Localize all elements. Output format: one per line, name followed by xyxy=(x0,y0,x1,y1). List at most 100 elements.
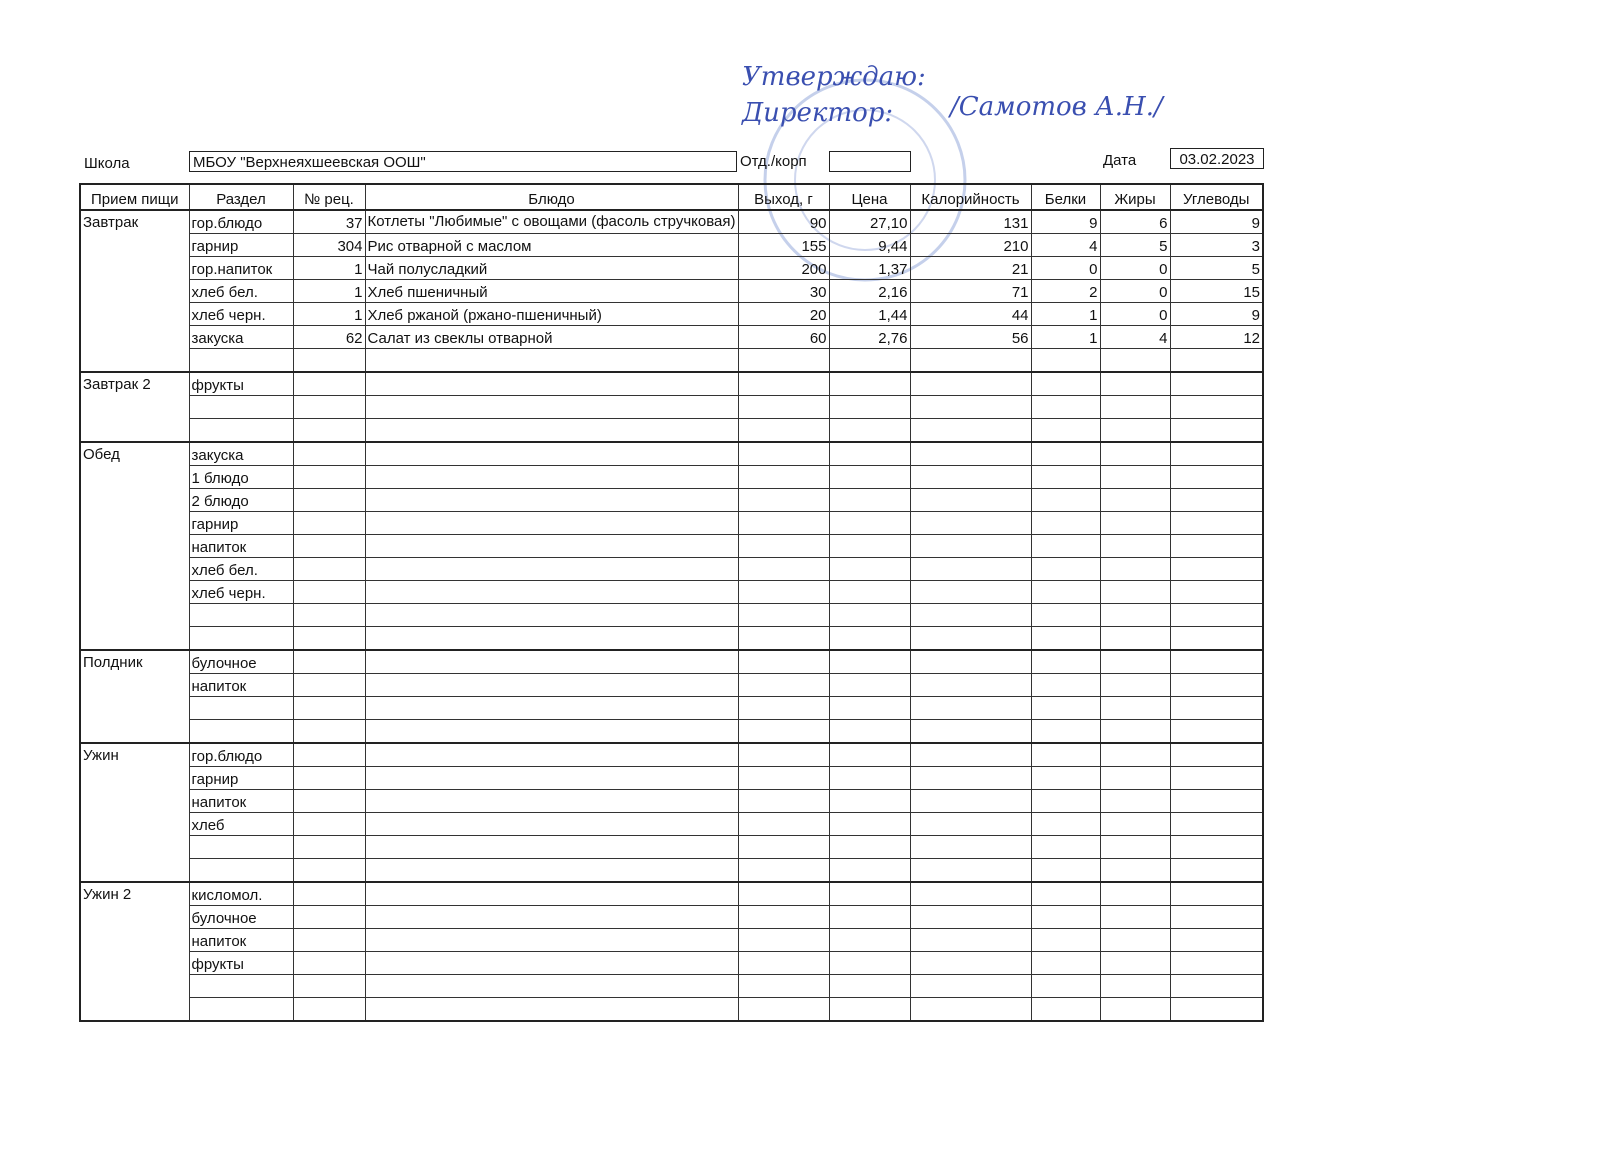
cell xyxy=(1169,928,1264,952)
cell xyxy=(364,997,739,1022)
column-header: Раздел xyxy=(188,183,294,211)
cell xyxy=(1099,626,1171,651)
cell: 4 xyxy=(1099,325,1171,349)
cell xyxy=(1169,580,1264,604)
cell xyxy=(1169,557,1264,581)
cell: 1 xyxy=(1030,302,1101,326)
cell xyxy=(828,766,911,790)
dept-field xyxy=(829,151,911,172)
approval-line: Утверждаю: xyxy=(742,62,926,92)
cell: 12 xyxy=(1169,325,1264,349)
cell xyxy=(364,905,739,929)
cell xyxy=(909,974,1032,998)
cell xyxy=(828,951,911,975)
cell xyxy=(292,812,366,836)
cell xyxy=(1169,649,1264,674)
meal-group: Ужин гор.блюдо гарнир напиток хлеб xyxy=(79,742,1264,883)
cell xyxy=(1099,928,1171,952)
menu-row: хлеб бел. 1 Хлеб пшеничный 30 2,16 71 2 0 15 xyxy=(80,279,1264,303)
cell xyxy=(737,766,830,790)
menu-row: Завтрак 2 фрукты xyxy=(79,371,1264,443)
cell xyxy=(188,835,294,859)
column-header: Прием пищи xyxy=(79,183,190,211)
cell xyxy=(1099,719,1171,744)
cell xyxy=(1099,371,1171,396)
menu-row: хлеб бел. xyxy=(80,557,1264,581)
cell: 210 xyxy=(909,233,1032,257)
cell: 9 xyxy=(1030,209,1101,234)
cell xyxy=(1030,974,1101,998)
cell xyxy=(292,488,366,512)
cell xyxy=(188,719,294,744)
menu-row: гарнир 304 Рис отварной с маслом 155 9,44 210… xyxy=(80,233,1264,257)
cell xyxy=(737,395,830,419)
cell xyxy=(1030,905,1101,929)
cell xyxy=(1030,881,1101,906)
cell xyxy=(1030,557,1101,581)
cell xyxy=(909,465,1032,489)
cell xyxy=(364,858,739,883)
cell xyxy=(1030,649,1101,674)
menu-row: Полдник булочное xyxy=(79,649,1264,744)
cell xyxy=(828,371,911,396)
cell: гарнир xyxy=(188,511,294,535)
cell xyxy=(292,348,366,373)
dept-label: Отд./корп xyxy=(740,153,807,170)
cell xyxy=(737,371,830,396)
cell xyxy=(188,395,294,419)
cell xyxy=(737,649,830,674)
cell xyxy=(292,626,366,651)
menu-row xyxy=(80,997,1264,1022)
cell xyxy=(292,719,366,744)
cell xyxy=(1169,348,1264,373)
cell xyxy=(1099,789,1171,813)
cell: 1 блюдо xyxy=(188,465,294,489)
cell xyxy=(364,766,739,790)
cell xyxy=(737,580,830,604)
cell: 9 xyxy=(1169,302,1264,326)
meal-group: Полдник булочное напиток xyxy=(79,649,1264,744)
cell xyxy=(1169,371,1264,396)
cell xyxy=(1099,511,1171,535)
cell xyxy=(1169,673,1264,697)
meal-cell: Ужин xyxy=(79,742,190,883)
cell: Котлеты "Любимые" с овощами (фасоль стру… xyxy=(364,209,739,234)
cell: 5 xyxy=(1169,256,1264,280)
cell xyxy=(1099,673,1171,697)
cell: 1,44 xyxy=(828,302,911,326)
cell xyxy=(828,649,911,674)
cell xyxy=(828,557,911,581)
cell xyxy=(1169,742,1264,767)
cell xyxy=(828,835,911,859)
cell xyxy=(737,835,830,859)
table-header: Прием пищи Раздел № рец. Блюдо Выход, г Цена К… xyxy=(79,183,1264,211)
cell: Хлеб пшеничный xyxy=(364,279,739,303)
cell xyxy=(737,905,830,929)
cell xyxy=(828,719,911,744)
cell xyxy=(828,626,911,651)
cell xyxy=(909,881,1032,906)
cell xyxy=(188,626,294,651)
cell xyxy=(1030,766,1101,790)
cell: 4 xyxy=(1030,233,1101,257)
cell: 1 xyxy=(292,302,366,326)
cell xyxy=(1169,974,1264,998)
cell xyxy=(364,418,739,443)
cell xyxy=(292,974,366,998)
cell xyxy=(828,488,911,512)
cell xyxy=(909,928,1032,952)
menu-row xyxy=(80,835,1264,859)
cell xyxy=(909,511,1032,535)
cell xyxy=(1169,534,1264,558)
menu-row: фрукты xyxy=(80,951,1264,975)
cell: хлеб бел. xyxy=(188,279,294,303)
cell xyxy=(364,649,739,674)
meal-cell: Завтрак 2 xyxy=(79,371,190,443)
cell: 20 xyxy=(737,302,830,326)
cell xyxy=(188,997,294,1022)
cell xyxy=(1169,997,1264,1022)
cell xyxy=(1099,974,1171,998)
cell xyxy=(1169,626,1264,651)
approval-signer: /Самотов А.Н./ xyxy=(950,92,1163,122)
